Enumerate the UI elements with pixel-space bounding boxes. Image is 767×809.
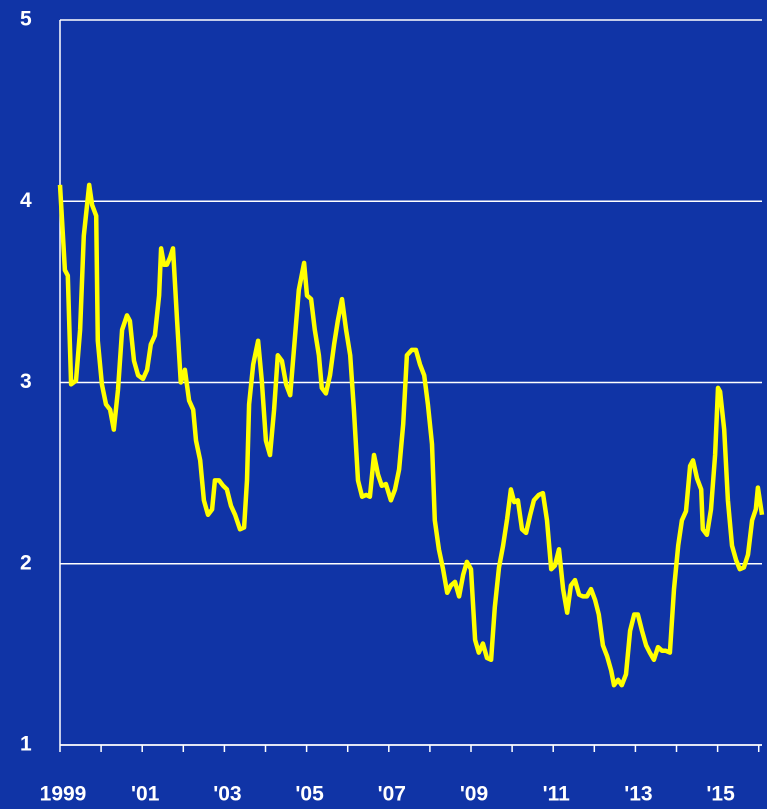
x-tick-label: '03 [213,783,241,806]
data-line [57,182,765,688]
y-tick-label: 1 [20,733,32,756]
x-tick-label: '07 [378,783,406,806]
x-tick-label: '15 [706,783,735,806]
y-tick-label: 5 [20,8,32,31]
x-tick-label: '09 [460,783,488,806]
x-tick-label: '05 [295,783,324,806]
y-tick-label: 2 [20,551,32,574]
x-tick-label: '13 [624,783,652,806]
x-tick-label: 1999 [40,783,87,806]
x-tick-label: '01 [131,783,160,806]
y-tick-label: 3 [20,370,32,393]
y-tick-label: 4 [20,189,32,212]
x-tick-label: '11 [543,783,571,806]
